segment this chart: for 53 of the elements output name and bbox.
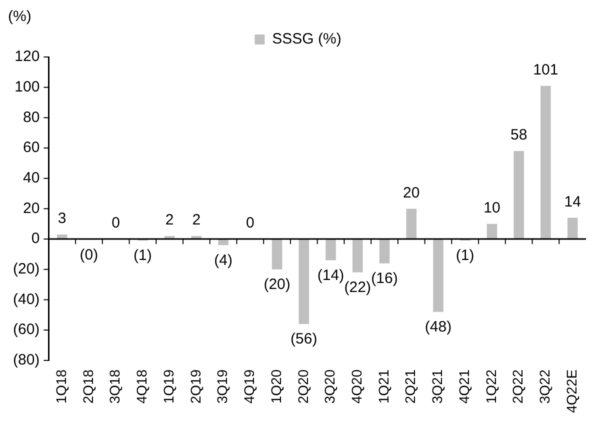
data-label: (16) <box>371 270 398 287</box>
x-tick-label: 3Q21 <box>429 369 446 404</box>
x-tick-label: 4Q19 <box>241 369 258 404</box>
data-label: (22) <box>344 279 371 296</box>
data-label: 20 <box>403 184 420 202</box>
data-label: 58 <box>510 126 528 144</box>
x-tick-label: 2Q21 <box>402 369 418 404</box>
x-tick-label: 2Q18 <box>80 369 96 404</box>
data-label: 101 <box>533 61 558 78</box>
y-tick-label: (80) <box>12 352 40 369</box>
data-label: 14 <box>564 193 581 210</box>
legend-label: SSSG (%) <box>272 30 342 48</box>
data-label: 2 <box>192 212 201 229</box>
data-label: (14) <box>317 266 344 284</box>
x-tick-label: 3Q18 <box>106 369 123 404</box>
y-tick-label: (60) <box>12 321 40 338</box>
x-tick-label: 1Q18 <box>52 369 69 404</box>
data-label: (0) <box>80 246 98 264</box>
x-tick-label: 1Q22 <box>482 369 499 404</box>
x-tick-label: 4Q18 <box>134 369 150 404</box>
data-label: 3 <box>58 210 66 228</box>
y-tick-label: 20 <box>22 200 40 217</box>
y-tick-label: (20) <box>12 260 40 278</box>
y-tick-label: 80 <box>22 108 40 126</box>
data-label: 10 <box>484 200 500 217</box>
x-tick-label: 1Q20 <box>268 369 284 404</box>
x-tick-label: 2Q22 <box>510 369 526 404</box>
data-label: (4) <box>214 252 232 269</box>
data-label: (20) <box>264 276 290 294</box>
data-label: (1) <box>134 247 152 264</box>
data-label: 0 <box>112 214 120 232</box>
x-tick-label: 4Q21 <box>456 369 472 404</box>
y-tick-label: 40 <box>22 170 40 187</box>
y-tick-label: 100 <box>14 78 40 96</box>
x-tick-label: 3Q20 <box>322 369 338 404</box>
x-tick-label: 3Q19 <box>214 369 230 404</box>
x-tick-label: 3Q22 <box>536 369 553 404</box>
data-label: 2 <box>165 212 174 229</box>
x-tick-label: 2Q19 <box>187 369 204 404</box>
y-axis-title: (%) <box>8 8 32 25</box>
y-tick-label: (40) <box>12 290 40 308</box>
x-tick-label: 1Q21 <box>375 369 392 404</box>
y-tick-label: 120 <box>14 48 40 66</box>
y-tick-label: 0 <box>31 230 40 248</box>
y-tick-label: 60 <box>22 139 40 156</box>
data-label: (56) <box>290 330 318 348</box>
x-tick-label: 4Q20 <box>348 369 364 404</box>
x-tick-label: 2Q20 <box>294 369 311 404</box>
x-tick-label: 1Q19 <box>160 369 176 404</box>
data-label: 0 <box>246 214 254 232</box>
data-label: (1) <box>456 247 474 264</box>
data-label: (48) <box>424 318 452 336</box>
x-tick-label: 4Q22E <box>563 369 580 414</box>
